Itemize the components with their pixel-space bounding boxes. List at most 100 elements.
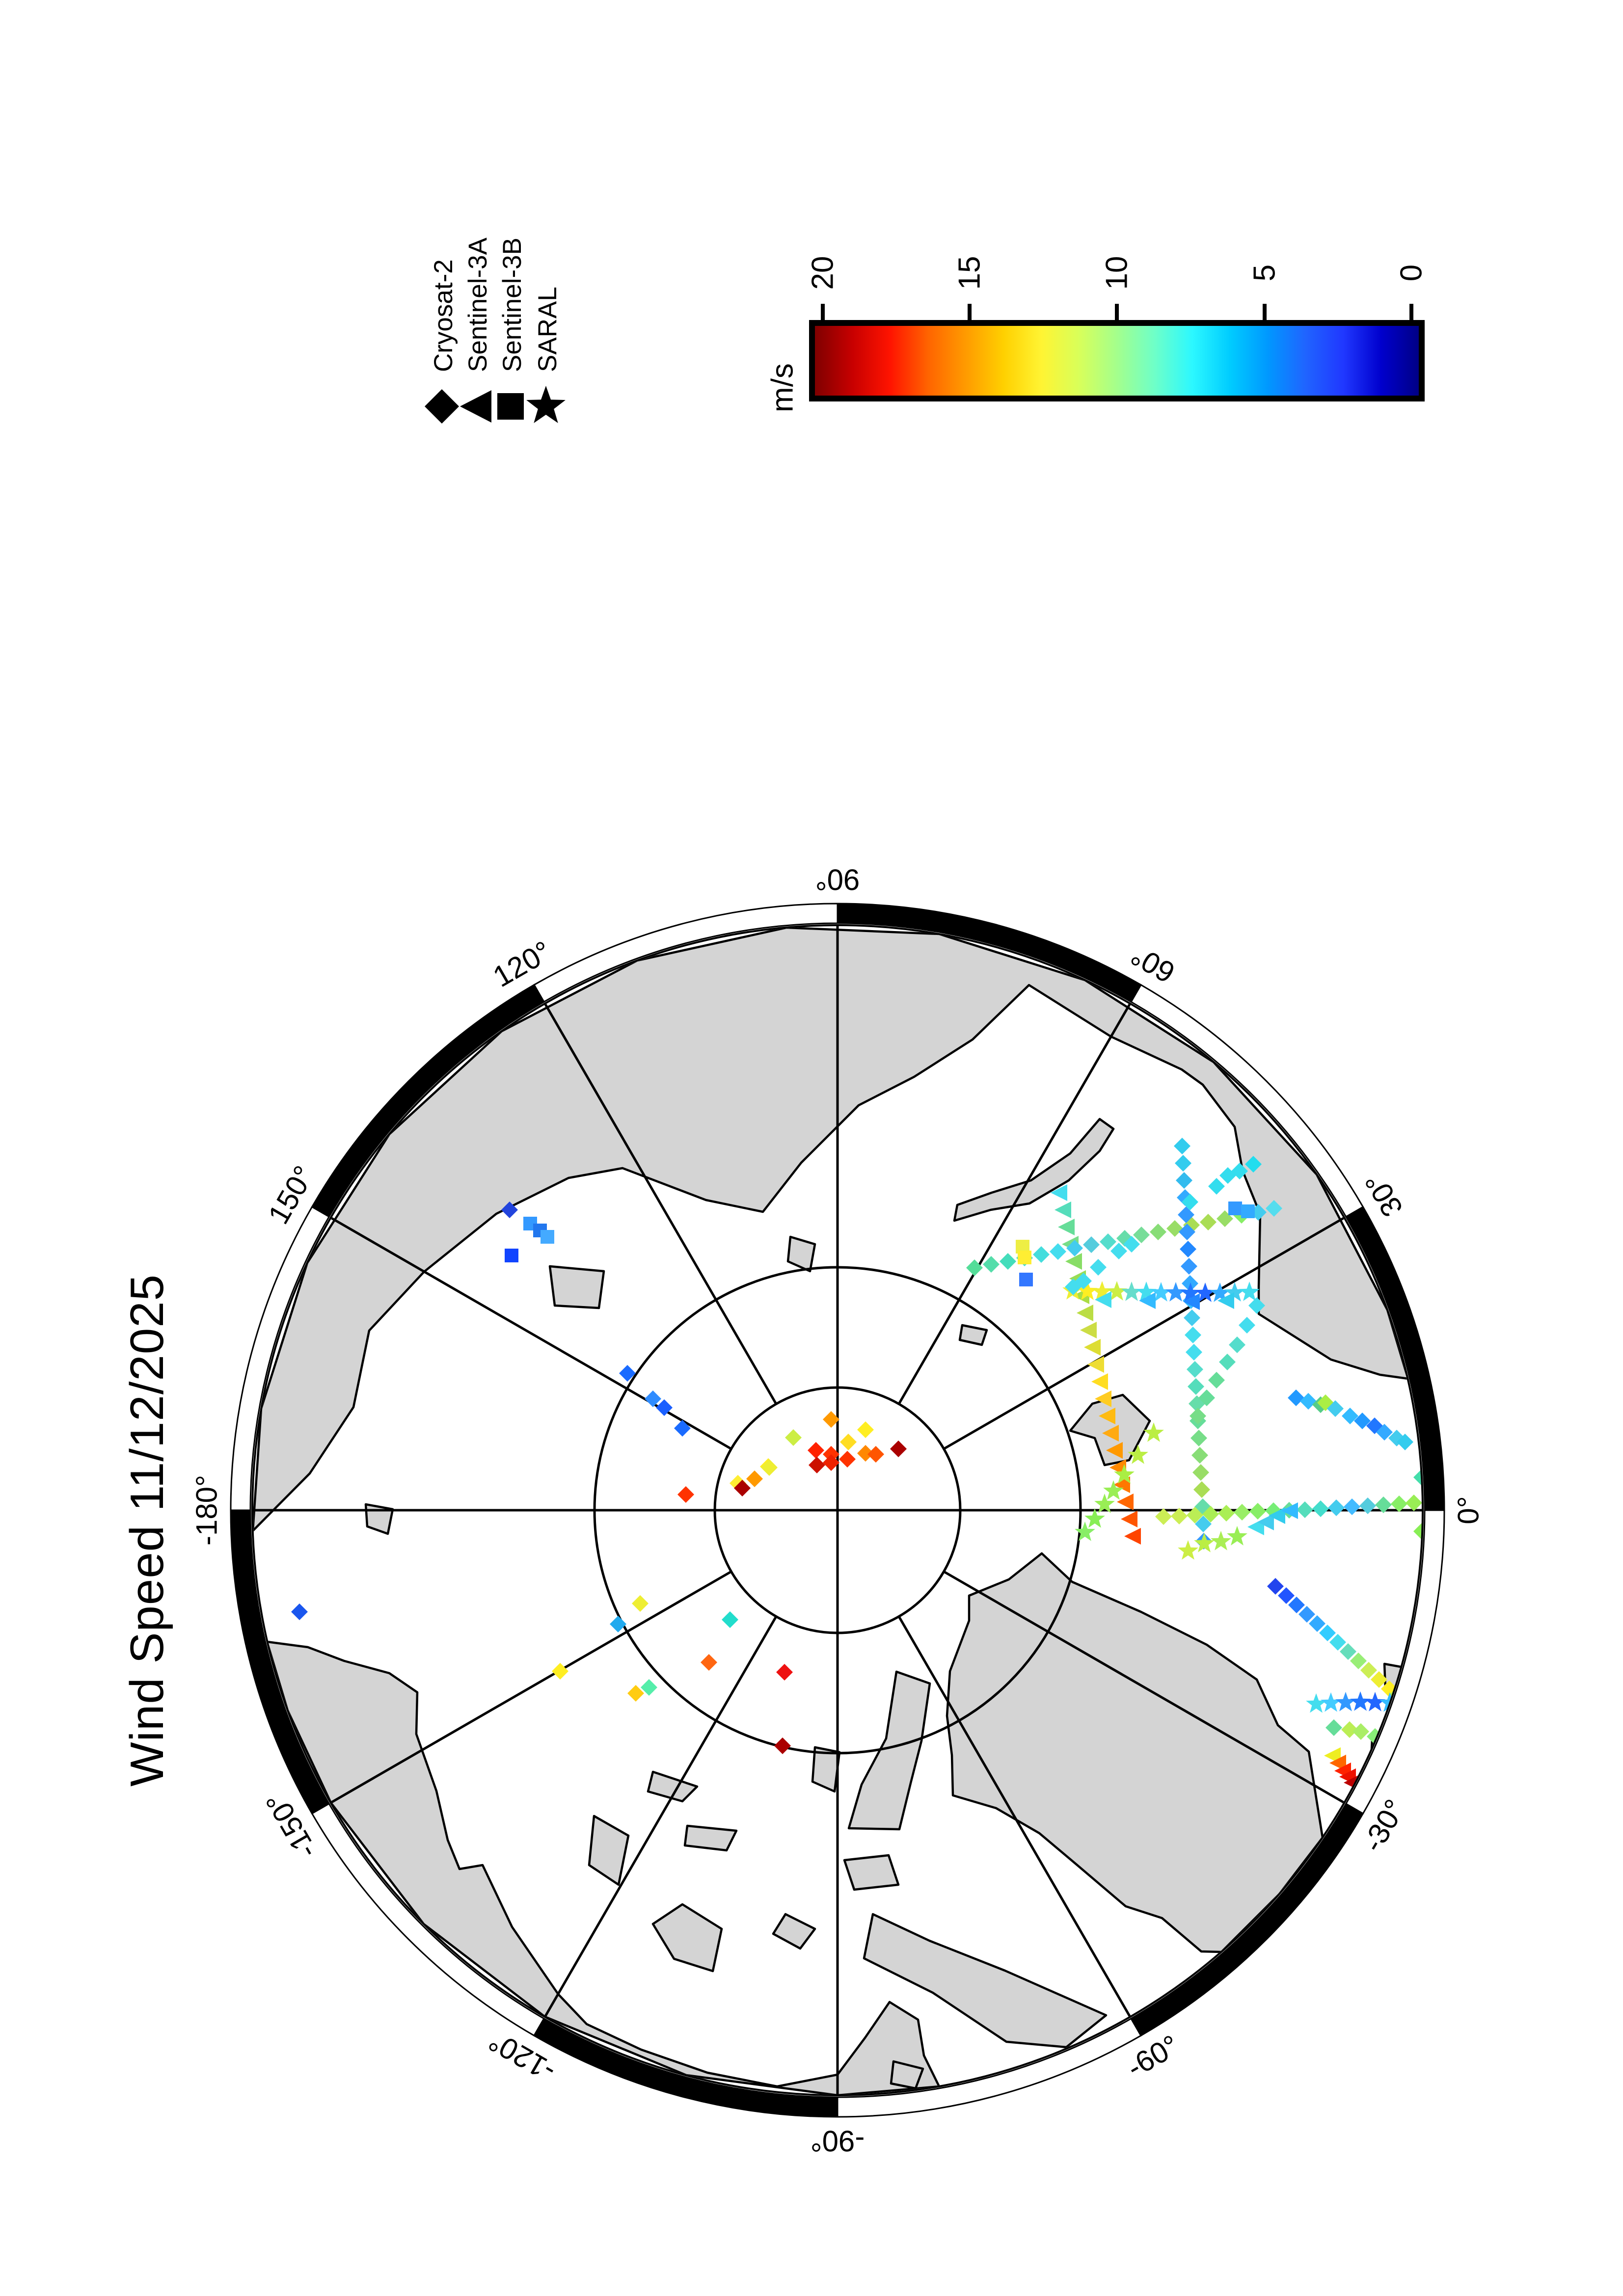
data-point-diamond bbox=[1360, 1662, 1377, 1679]
data-point-diamond bbox=[1181, 1258, 1197, 1275]
data-point-diamond bbox=[1413, 1469, 1422, 1486]
data-point-diamond bbox=[1267, 1578, 1284, 1595]
data-point-diamond bbox=[1123, 1236, 1140, 1253]
meridian--30 bbox=[943, 1570, 1344, 1804]
land-melville-island bbox=[683, 1824, 738, 1852]
colorbar-tick bbox=[1115, 304, 1119, 320]
data-point-diamond bbox=[1208, 1372, 1225, 1388]
data-point-diamond bbox=[1397, 1434, 1413, 1450]
data-point-star bbox=[1114, 1464, 1135, 1484]
data-point-star bbox=[1306, 1693, 1326, 1713]
data-point-diamond bbox=[983, 1256, 1000, 1273]
data-point-diamond bbox=[890, 1441, 907, 1457]
meridian-label--90: -90° bbox=[811, 2125, 865, 2158]
track-norway-coast-track bbox=[1288, 1389, 1413, 1450]
data-point-star bbox=[1178, 1540, 1198, 1560]
land-axel-heiberg bbox=[811, 1746, 841, 1793]
track-rim-greens bbox=[1413, 1469, 1422, 1540]
data-point-square bbox=[1018, 1251, 1031, 1264]
data-point-triangle bbox=[1124, 1528, 1141, 1545]
data-point-star bbox=[1227, 1526, 1247, 1546]
diamond-icon bbox=[425, 389, 459, 424]
data-point-triangle bbox=[1217, 1292, 1234, 1309]
data-point-diamond bbox=[1090, 1259, 1107, 1276]
data-point-triangle bbox=[1257, 1514, 1274, 1530]
data-point-diamond bbox=[1065, 1279, 1082, 1295]
meridian-label-180: -180° bbox=[190, 1475, 223, 1546]
data-point-star bbox=[1084, 1508, 1105, 1528]
meridian-30 bbox=[943, 1217, 1344, 1450]
data-point-star bbox=[1151, 1282, 1171, 1302]
colorbar-tick bbox=[1409, 304, 1413, 320]
data-point-diamond bbox=[641, 1679, 657, 1696]
data-point-diamond bbox=[1309, 1615, 1325, 1632]
data-point-triangle bbox=[1080, 1322, 1097, 1338]
data-point-diamond bbox=[774, 1737, 791, 1754]
data-point-diamond bbox=[1298, 1606, 1315, 1623]
data-point-diamond bbox=[809, 1457, 825, 1473]
data-point-star bbox=[1136, 1281, 1157, 1301]
data-point-star bbox=[1143, 1422, 1164, 1442]
data-point-diamond bbox=[1175, 1155, 1191, 1172]
data-point-diamond bbox=[1191, 1447, 1208, 1464]
meridian--120 bbox=[544, 1616, 778, 2017]
data-point-diamond bbox=[1166, 1220, 1183, 1237]
land-eurasia bbox=[253, 926, 1409, 1532]
data-point-diamond bbox=[839, 1451, 856, 1468]
data-point-diamond bbox=[1218, 1505, 1235, 1522]
data-point-star bbox=[1121, 1281, 1142, 1301]
data-point-diamond bbox=[823, 1411, 839, 1428]
data-point-diamond bbox=[1150, 1224, 1166, 1240]
data-point-star bbox=[1075, 1522, 1095, 1541]
colorbar-gradient bbox=[815, 326, 1419, 396]
track-s3b-west-svalbard bbox=[1016, 1240, 1033, 1286]
data-point-diamond bbox=[857, 1421, 874, 1438]
data-point-triangle bbox=[1095, 1390, 1111, 1407]
data-point-diamond bbox=[1110, 1243, 1127, 1259]
data-point-star bbox=[1194, 1533, 1215, 1552]
land-ellesmere-island bbox=[847, 1670, 931, 1831]
data-point-triangle bbox=[1058, 1219, 1075, 1235]
track-greenland-sea-desc bbox=[1190, 1297, 1265, 1424]
data-point-triangle bbox=[1281, 1502, 1298, 1519]
data-point-diamond bbox=[1190, 1430, 1207, 1446]
data-point-diamond bbox=[1239, 1317, 1255, 1334]
track-barents-squares bbox=[1228, 1201, 1255, 1218]
data-point-diamond bbox=[1234, 1504, 1250, 1521]
data-point-diamond bbox=[1198, 1389, 1215, 1406]
data-point-diamond bbox=[701, 1654, 717, 1671]
data-point-diamond bbox=[1193, 1481, 1210, 1498]
data-point-diamond bbox=[722, 1611, 738, 1628]
data-point-triangle bbox=[1139, 1292, 1156, 1309]
data-point-diamond bbox=[1248, 1297, 1265, 1314]
data-point-diamond bbox=[785, 1429, 802, 1446]
data-point-triangle bbox=[1117, 1494, 1134, 1510]
data-point-diamond bbox=[1000, 1253, 1016, 1270]
data-point-diamond bbox=[1208, 1178, 1225, 1195]
data-point-diamond bbox=[966, 1259, 983, 1276]
star-icon bbox=[526, 386, 566, 423]
track-red-near-pole bbox=[677, 1486, 694, 1503]
track-barents-ns-diamonds bbox=[1174, 1138, 1212, 1549]
data-point-diamond bbox=[1182, 1275, 1198, 1292]
track-pole-cluster bbox=[730, 1411, 907, 1496]
data-point-diamond bbox=[1050, 1243, 1066, 1260]
data-point-diamond bbox=[610, 1616, 626, 1632]
data-point-diamond bbox=[1190, 1408, 1206, 1424]
data-point-diamond bbox=[1033, 1246, 1050, 1263]
data-point-triangle bbox=[1113, 1476, 1130, 1493]
data-point-diamond bbox=[552, 1663, 568, 1680]
meridian--150 bbox=[331, 1570, 732, 1804]
track-ne-svalbard-loose bbox=[1065, 1156, 1262, 1295]
data-point-star bbox=[1365, 1692, 1385, 1711]
land-greenland bbox=[946, 1552, 1324, 1953]
land-somerset-island bbox=[772, 1913, 816, 1950]
data-point-diamond bbox=[823, 1454, 839, 1471]
data-point-diamond bbox=[1350, 1653, 1367, 1669]
data-point-diamond bbox=[1066, 1240, 1083, 1256]
data-point-triangle bbox=[1051, 1184, 1067, 1201]
data-point-diamond bbox=[1202, 1506, 1219, 1522]
data-point-star bbox=[1211, 1531, 1231, 1550]
land-devon-island bbox=[843, 1854, 900, 1891]
meridian--60 bbox=[897, 1616, 1131, 2017]
